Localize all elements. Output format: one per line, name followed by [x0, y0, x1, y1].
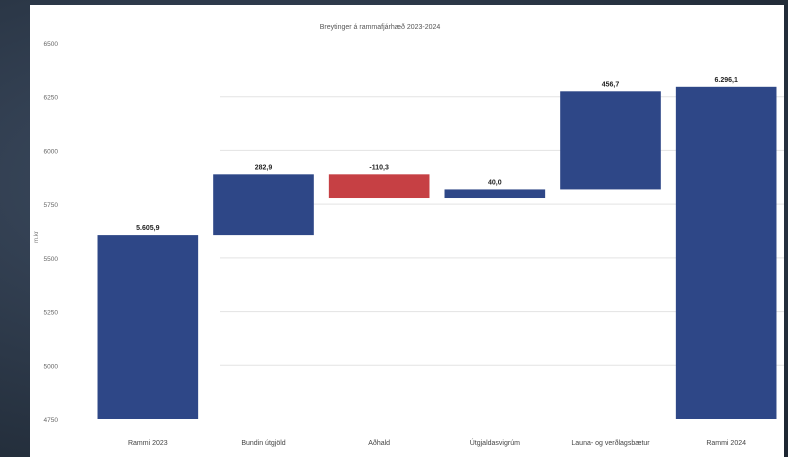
x-category-label: Bundin útgjöld [241, 440, 285, 447]
x-category-label: Rammi 2023 [128, 440, 168, 447]
chart-panel: Breytinger á rammafjárhæð 2023-2024 m.kr… [30, 5, 784, 457]
value-label: 282,9 [255, 164, 273, 171]
value-label: -110,3 [369, 164, 389, 171]
x-axis-categories: Rammi 2023 Bundin útgjöld Aðhald Útgjaldasv… [128, 438, 746, 447]
value-label: 456,7 [602, 81, 620, 88]
value-labels: 5.605,9 282,9 -110,3 40,0 456,7 6.296,1 [136, 77, 738, 232]
x-category-label: Aðhald [368, 439, 390, 447]
value-label: 6.296,1 [714, 77, 737, 84]
y-tick-label: 6250 [44, 95, 59, 102]
value-label: 5.605,9 [136, 225, 159, 232]
y-tick-label: 5500 [44, 256, 59, 263]
x-category-label: Launa- og verðlagsbætur [571, 439, 650, 447]
bar [560, 91, 661, 190]
value-label: 40,0 [488, 179, 502, 186]
y-tick-label: 6000 [44, 148, 59, 155]
y-tick-label: 4750 [44, 417, 59, 424]
y-tick-label: 5250 [44, 310, 59, 317]
y-tick-label: 5000 [44, 363, 59, 370]
bars [97, 86, 777, 419]
y-tick-label: 6500 [44, 41, 59, 48]
bar [97, 235, 199, 419]
x-category-label: Útgjaldasvigrúm [470, 438, 520, 447]
waterfall-chart: Breytinger á rammafjárhæð 2023-2024 m.kr… [34, 23, 784, 447]
bar [213, 174, 314, 236]
y-axis-label: m.kr [34, 231, 40, 243]
bar [328, 174, 430, 199]
y-axis-ticks: 6500 6250 6000 5750 5500 5250 5000 4750 [44, 41, 59, 424]
chart-title: Breytinger á rammafjárhæð 2023-2024 [320, 23, 441, 31]
bar [444, 189, 546, 199]
y-tick-label: 5750 [44, 202, 59, 209]
bar [675, 86, 777, 419]
x-category-label: Rammi 2024 [706, 440, 746, 447]
